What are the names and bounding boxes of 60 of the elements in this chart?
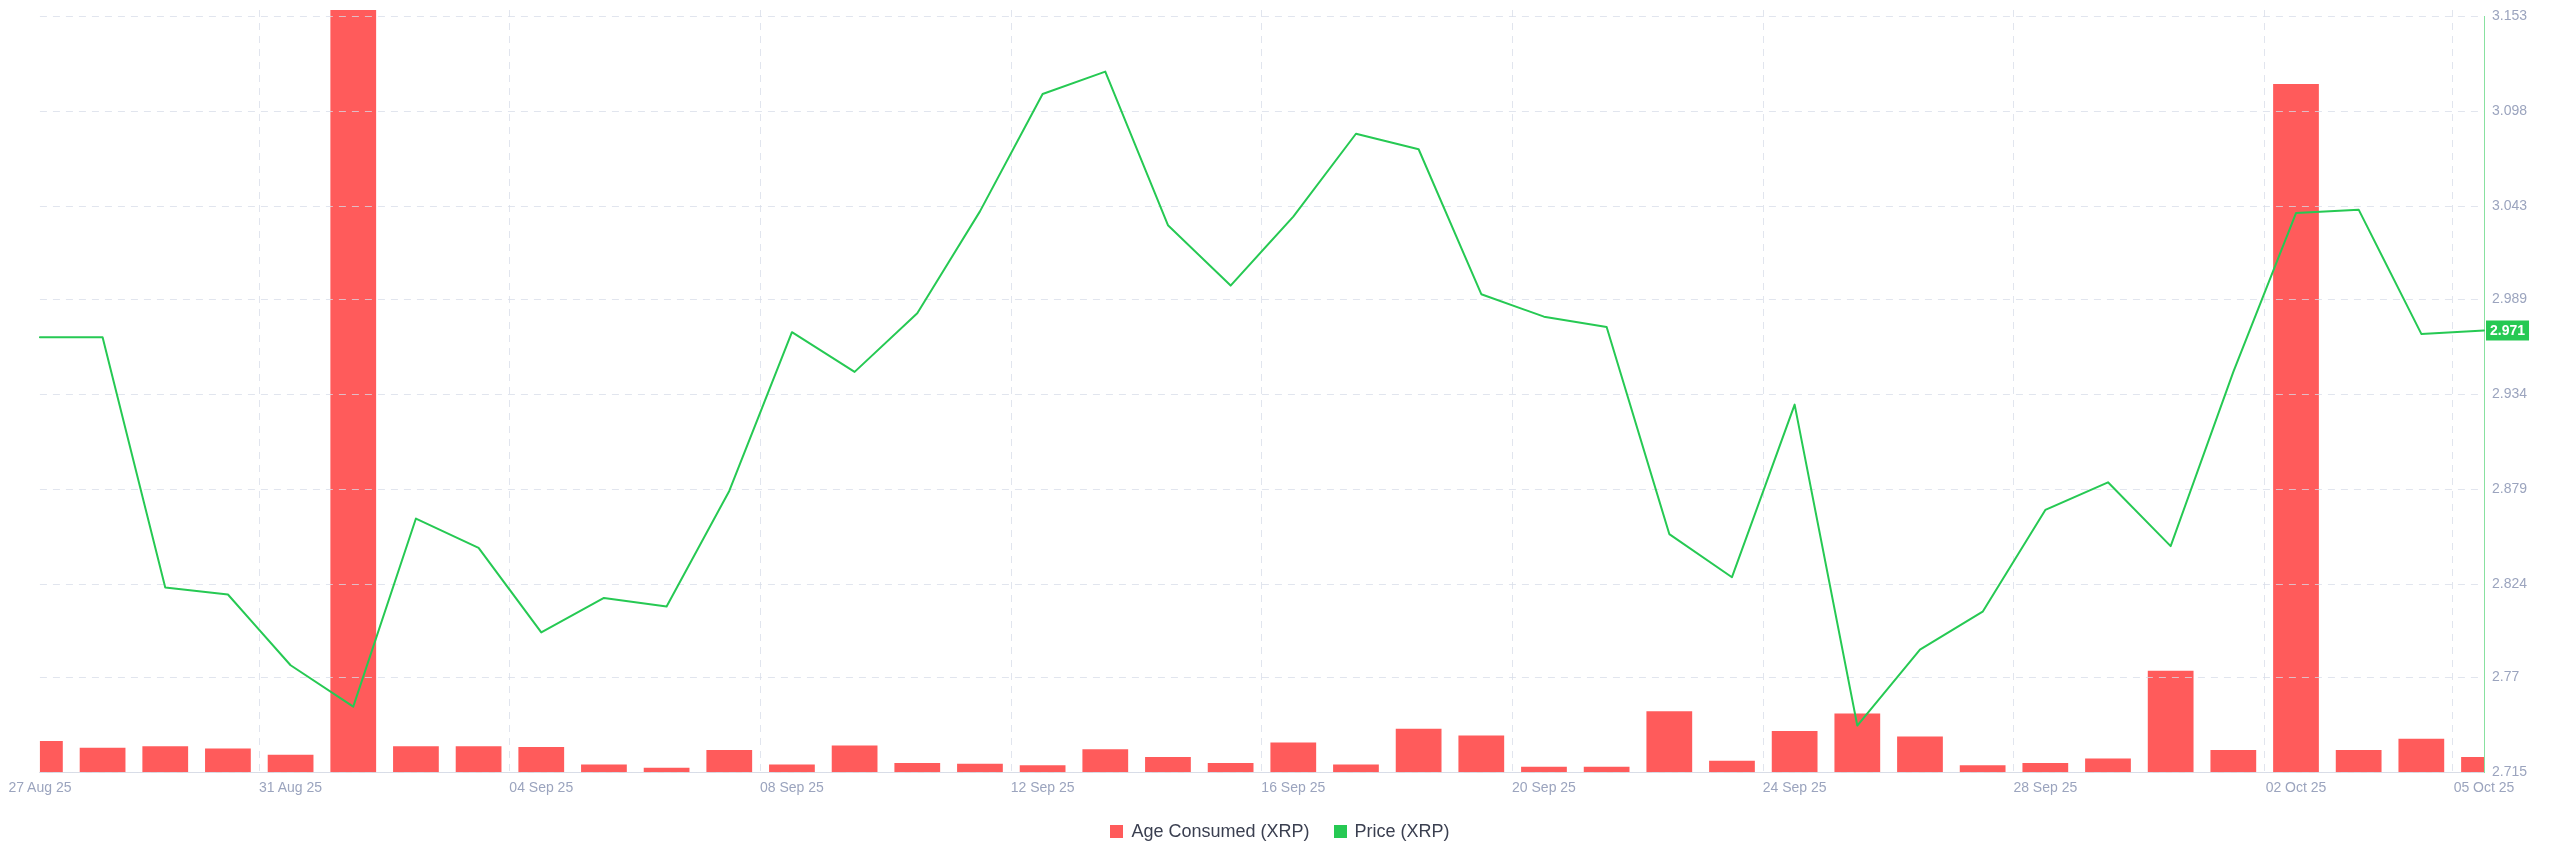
bar <box>1145 756 1191 773</box>
bar <box>267 754 314 773</box>
bar <box>2273 83 2319 773</box>
bar <box>1270 742 1317 773</box>
y-tick-label: 3.098 <box>2492 102 2528 119</box>
x-tick-label: 12 Sep 25 <box>1010 779 1075 796</box>
bar <box>518 747 565 773</box>
bar <box>1521 766 1567 773</box>
bar <box>957 763 1003 773</box>
x-tick-label: 16 Sep 25 <box>1261 779 1326 796</box>
bar <box>1834 713 1881 773</box>
data-label: 2.971 <box>2490 322 2526 339</box>
bar <box>1333 764 1379 773</box>
y-tick-label: 2.715 <box>2492 763 2528 780</box>
bar <box>393 746 439 773</box>
bar <box>1082 749 1129 773</box>
y-tick-label: 3.043 <box>2492 197 2528 214</box>
bar <box>1897 736 1943 773</box>
x-tick-label: 31 Aug 25 <box>259 779 323 796</box>
bar <box>831 745 878 773</box>
bar <box>1019 765 1066 773</box>
bar <box>1395 728 1442 773</box>
bar <box>1646 711 1693 773</box>
bar <box>2335 750 2382 773</box>
bar <box>2398 738 2445 773</box>
x-tick-label: 02 Oct 25 <box>2265 779 2327 796</box>
y-tick-label: 2.934 <box>2492 385 2528 402</box>
x-tick-label: 28 Sep 25 <box>2013 779 2078 796</box>
bar <box>2085 758 2131 773</box>
bar <box>455 746 502 773</box>
bar <box>1458 735 1505 773</box>
x-tick-label: 24 Sep 25 <box>1762 779 1827 796</box>
bar <box>330 10 377 773</box>
bar <box>142 746 189 773</box>
bar <box>2022 763 2069 773</box>
bar <box>1583 766 1630 773</box>
bar <box>1959 765 2006 773</box>
y-tick-label: 2.989 <box>2492 290 2528 307</box>
legend-label: Age Consumed (XRP) <box>1131 820 1310 842</box>
bar <box>2210 750 2257 773</box>
y-tick-label: 2.879 <box>2492 480 2528 497</box>
legend-label: Price (XRP) <box>1354 820 1450 842</box>
x-tick-label: 08 Sep 25 <box>760 779 825 796</box>
x-tick-label: 04 Sep 25 <box>509 779 574 796</box>
bar <box>1207 763 1254 773</box>
x-tick-label: 20 Sep 25 <box>1512 779 1577 796</box>
bar <box>769 764 815 773</box>
bar <box>2147 670 2194 773</box>
bar <box>581 764 627 773</box>
y-tick-label: 3.153 <box>2492 7 2528 24</box>
y-tick-label: 2.824 <box>2492 574 2528 591</box>
bar <box>79 747 126 773</box>
x-tick-label: 27 Aug 25 <box>8 779 72 796</box>
bar <box>706 750 753 773</box>
bar <box>205 748 251 773</box>
bar <box>894 763 941 773</box>
bar <box>1709 760 1755 773</box>
x-tick-label: 05 Oct 25 <box>2453 779 2515 796</box>
bar <box>1771 731 1818 773</box>
y-tick-label: 2.77 <box>2492 668 2520 685</box>
